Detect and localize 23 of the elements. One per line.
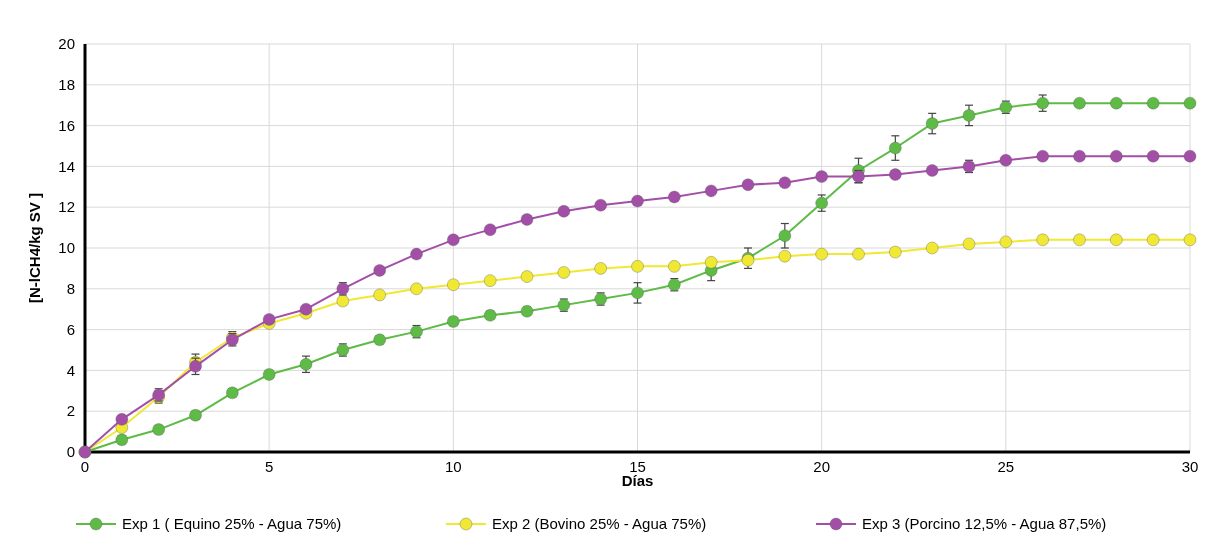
x-axis-title: Días	[621, 472, 654, 489]
legend-label: Exp 3 (Porcino 12,5% - Agua 87,5%)	[862, 515, 1107, 533]
y-tick-label: 20	[58, 35, 75, 53]
y-tick-label: 6	[66, 320, 75, 338]
y-tick-label: 8	[66, 280, 75, 298]
y-tick-label: 4	[66, 361, 75, 379]
x-tick-label: 30	[1181, 458, 1199, 475]
y-tick-label: 14	[58, 157, 75, 175]
x-tick-label: 10	[444, 458, 462, 475]
x-tick-label: 15	[629, 458, 646, 475]
y-tick-label: 0	[66, 443, 75, 461]
y-tick-label: 12	[58, 198, 75, 216]
y-tick-label: 10	[58, 239, 75, 257]
x-tick-label: 25	[997, 458, 1015, 475]
legend-label: Exp 2 (Bovino 25% - Agua 75%)	[492, 515, 707, 533]
x-tick-label: 20	[813, 458, 831, 475]
x-tick-label: 5	[264, 458, 274, 475]
legend-label: Exp 1 ( Equino 25% - Agua 75%)	[122, 515, 342, 533]
y-tick-label: 18	[58, 76, 75, 94]
y-tick-label: 16	[58, 116, 75, 134]
y-tick-label: 2	[66, 402, 75, 420]
y-axis-title: [N-lCH4/kg SV ]	[26, 192, 43, 304]
x-tick-label: 0	[80, 458, 90, 475]
